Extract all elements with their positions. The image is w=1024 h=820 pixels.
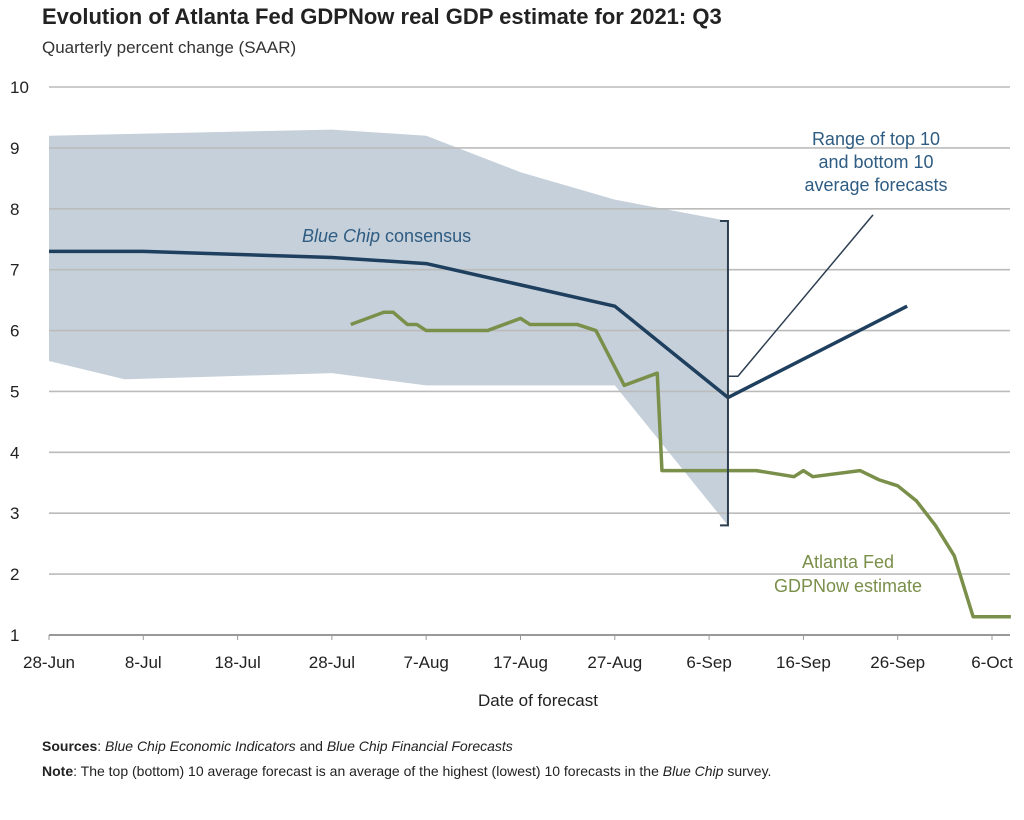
blue-chip-label-rest: consensus — [380, 226, 471, 246]
gdpnow-label-line: GDPNow estimate — [774, 576, 922, 596]
y-tick-label: 1 — [10, 626, 19, 645]
x-tick-label: 17-Aug — [493, 653, 548, 672]
blue-chip-consensus-line — [49, 249, 908, 400]
x-tick-label: 28-Jul — [309, 653, 355, 672]
blue-chip-label-italic: Blue Chip — [302, 226, 380, 246]
range-label-line: and bottom 10 — [818, 152, 933, 172]
note-label: Note — [42, 763, 74, 779]
x-axis-label: Date of forecast — [478, 691, 598, 710]
sources-label: Sources — [42, 738, 98, 754]
range-bracket — [719, 219, 729, 527]
y-tick-label: 4 — [10, 443, 19, 462]
note-line: Note: The top (bottom) 10 average foreca… — [42, 760, 1002, 782]
x-tick-label: 16-Sep — [776, 653, 831, 672]
range-label-line: Range of top 10 — [812, 129, 940, 149]
x-tick-label: 8-Jul — [125, 653, 162, 672]
forecast-range-band — [49, 129, 728, 526]
sources-and: and — [295, 738, 327, 754]
y-tick-label: 5 — [10, 382, 19, 401]
y-tick-label: 9 — [10, 139, 19, 158]
gdpnow-label-line: Atlanta Fed — [802, 552, 894, 572]
x-tick-label: 7-Aug — [404, 653, 449, 672]
y-tick-label: 7 — [10, 261, 19, 280]
x-tick-label: 6-Sep — [686, 653, 731, 672]
y-tick-label: 2 — [10, 565, 19, 584]
range-label-line: average forecasts — [804, 175, 947, 195]
note-text: : The top (bottom) 10 average forecast i… — [73, 763, 663, 779]
y-tick-label: 3 — [10, 504, 19, 523]
y-tick-label: 6 — [10, 322, 19, 341]
source-a: Blue Chip Economic Indicators — [105, 738, 296, 754]
gdpnow-line — [350, 310, 1011, 619]
chart-title: Evolution of Atlanta Fed GDPNow real GDP… — [42, 4, 722, 29]
y-tick-label: 8 — [10, 200, 19, 219]
note-italic: Blue Chip — [662, 763, 724, 779]
x-tick-label: 28-Jun — [23, 653, 75, 672]
chart-subtitle: Quarterly percent change (SAAR) — [42, 38, 297, 57]
blue-chip-label: Blue Chip consensus — [302, 226, 471, 246]
range-leader-line — [727, 214, 874, 377]
x-tick-label: 26-Sep — [870, 653, 925, 672]
x-tick-label: 27-Aug — [587, 653, 642, 672]
x-tick-label: 18-Jul — [214, 653, 260, 672]
note-end: survey. — [723, 763, 772, 779]
source-b: Blue Chip Financial Forecasts — [326, 738, 513, 754]
x-tick-label: 6-Oct — [971, 653, 1013, 672]
y-tick-label: 10 — [10, 78, 29, 97]
sources-line: Sources: Blue Chip Economic Indicators a… — [42, 738, 513, 754]
